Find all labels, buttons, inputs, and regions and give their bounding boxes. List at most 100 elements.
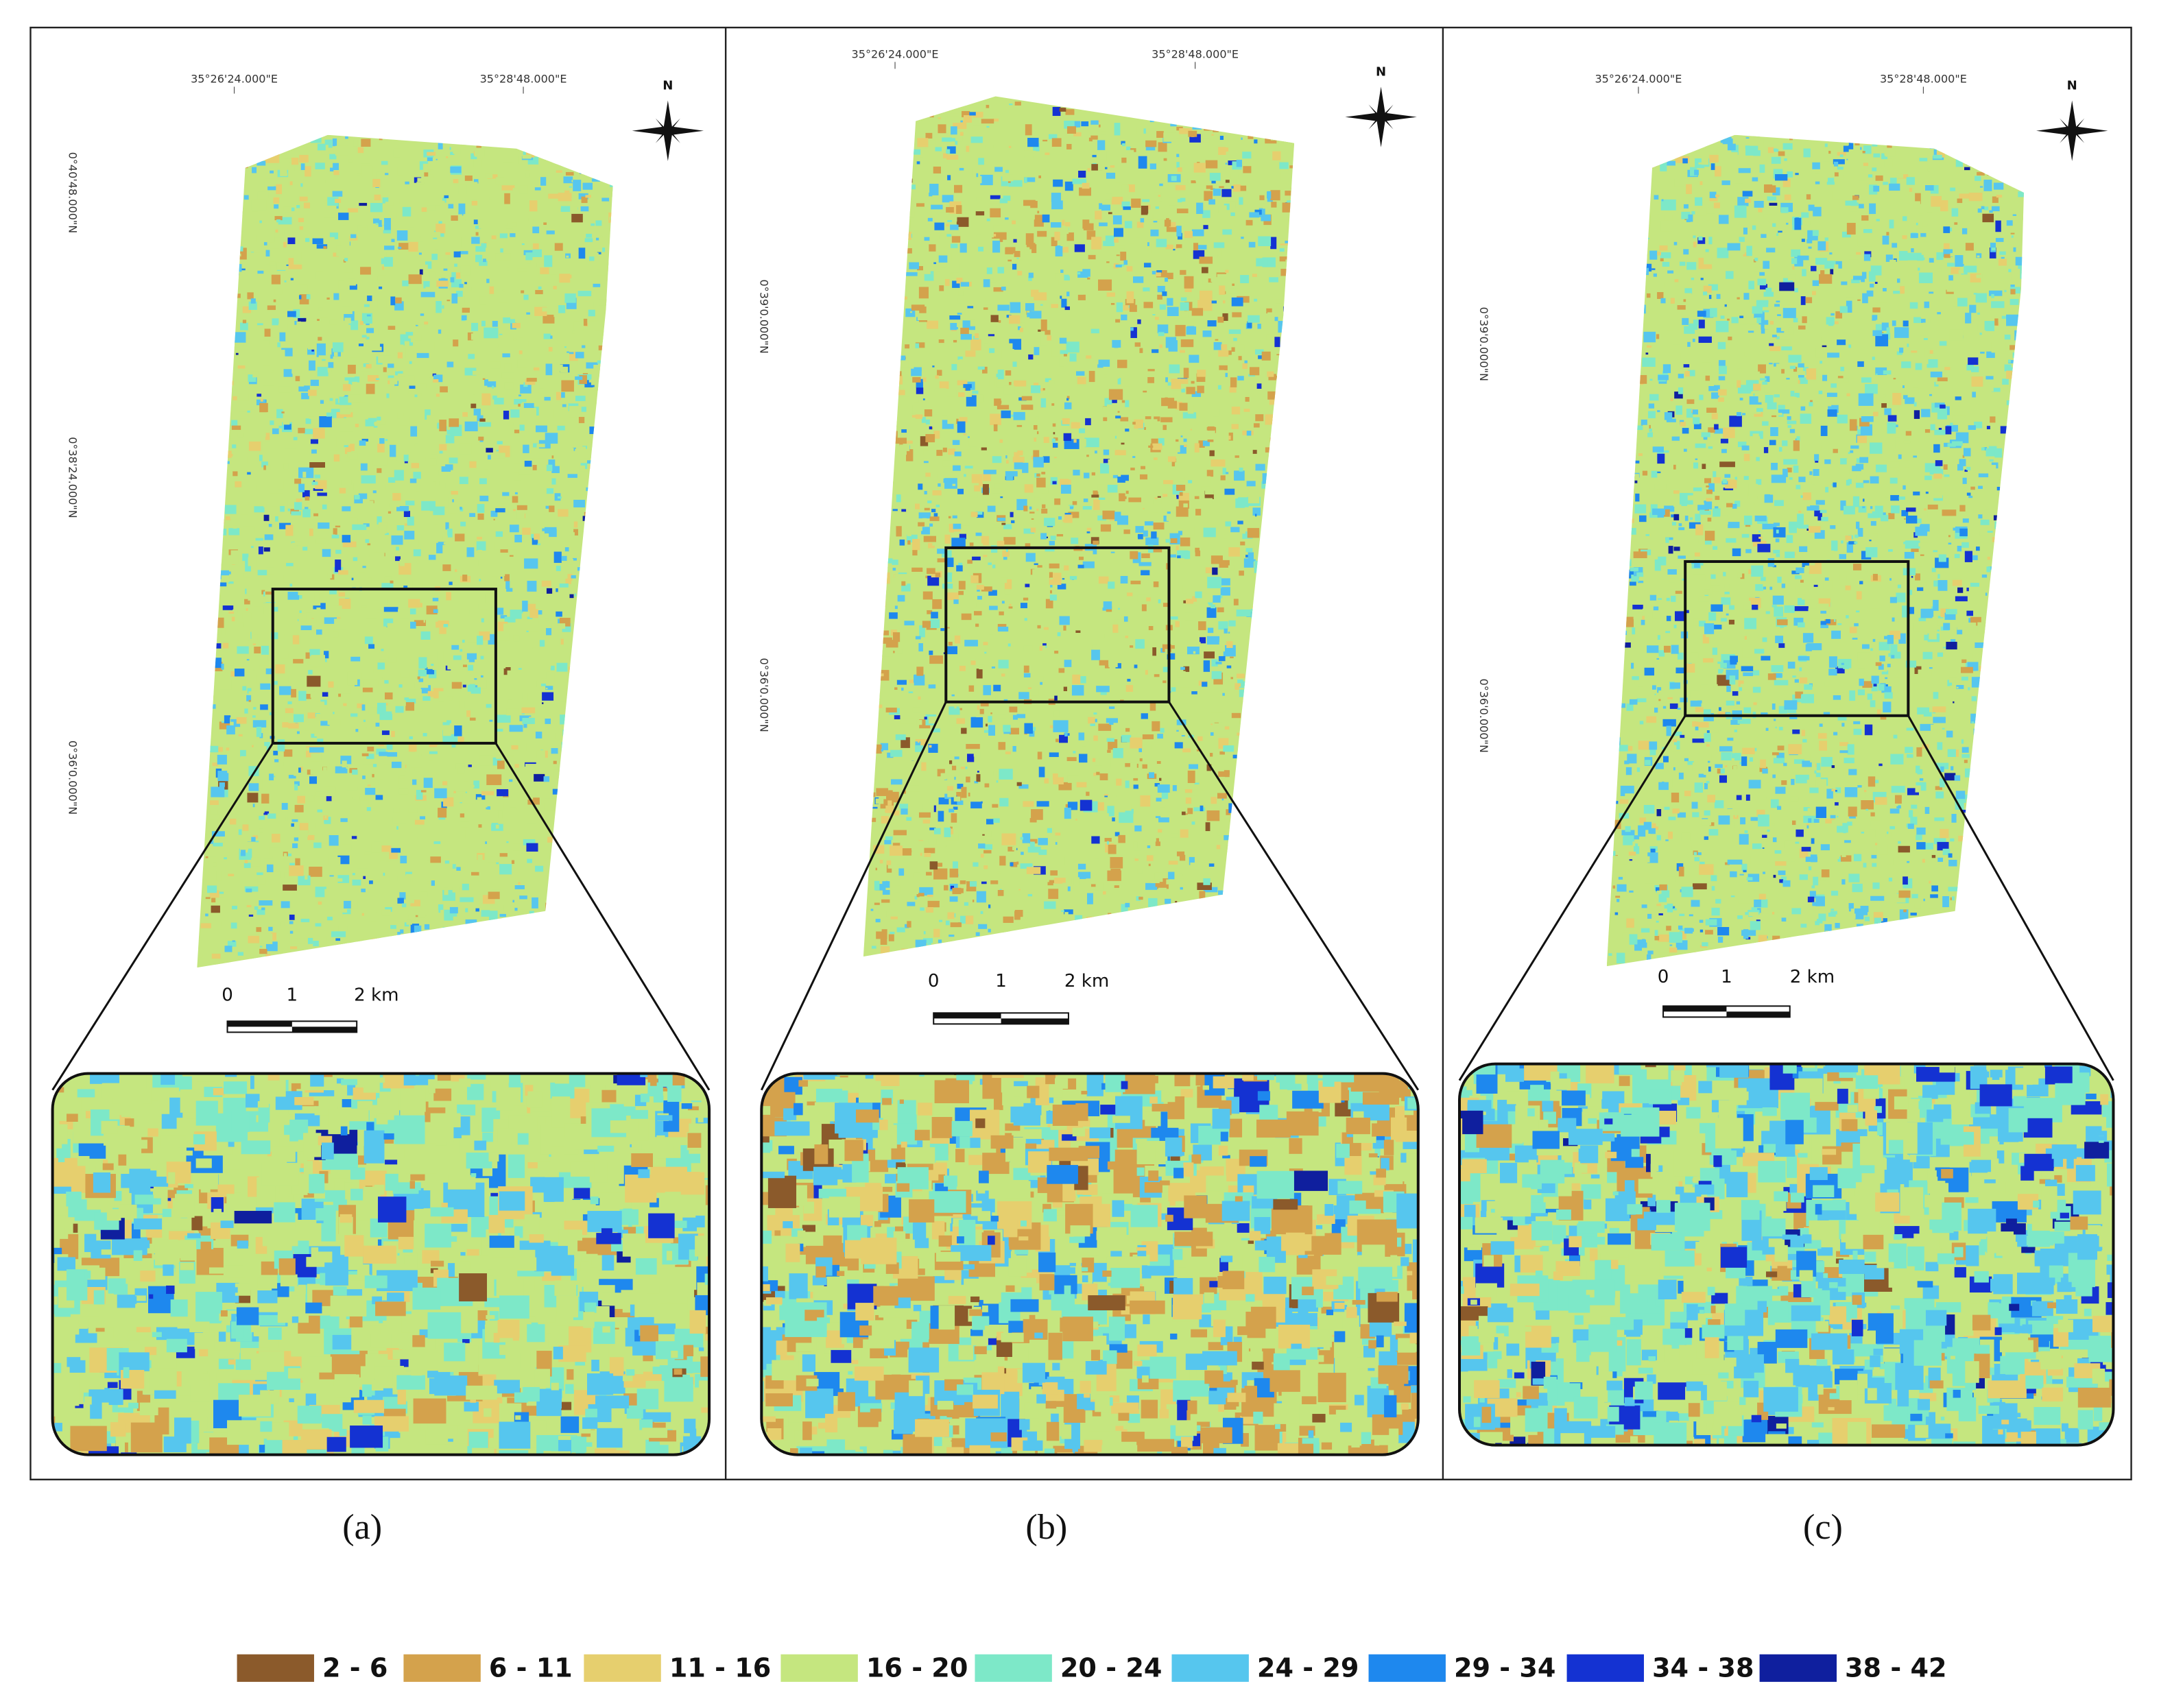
texture-patch <box>256 927 262 933</box>
texture-patch <box>309 747 324 753</box>
texture-patch <box>410 621 416 629</box>
texture-patch <box>279 522 291 529</box>
texture-patch <box>411 964 416 968</box>
texture-patch <box>82 1195 91 1203</box>
texture-patch <box>238 1395 272 1417</box>
texture-patch <box>1101 204 1111 211</box>
texture-patch <box>212 348 223 354</box>
texture-patch <box>532 226 540 234</box>
texture-patch <box>542 307 548 312</box>
texture-patch <box>331 534 339 539</box>
texture-patch <box>211 1197 224 1212</box>
texture-patch <box>228 571 231 575</box>
texture-patch <box>514 534 523 543</box>
texture-patch <box>402 206 411 217</box>
texture-patch <box>1264 689 1267 694</box>
texture-patch <box>495 728 503 732</box>
texture-patch <box>1252 119 1265 128</box>
texture-patch <box>357 703 363 708</box>
texture-patch <box>231 929 240 934</box>
texture-patch <box>918 483 923 490</box>
texture-patch <box>265 433 270 440</box>
texture-patch <box>252 715 256 718</box>
texture-patch <box>358 493 368 499</box>
texture-patch <box>342 506 351 512</box>
texture-patch <box>246 1094 260 1108</box>
texture-patch <box>578 248 586 259</box>
texture-patch <box>929 111 934 118</box>
texture-patch <box>560 206 571 212</box>
texture-patch <box>583 318 588 326</box>
texture-patch <box>479 495 489 502</box>
texture-patch <box>382 266 385 270</box>
texture-patch <box>611 181 613 184</box>
texture-patch <box>436 480 440 486</box>
texture-patch <box>500 546 508 553</box>
texture-patch <box>927 320 939 329</box>
zoom-connector <box>494 743 711 1091</box>
texture-patch <box>493 518 495 520</box>
texture-patch <box>439 444 447 451</box>
texture-patch <box>346 408 353 413</box>
texture-patch <box>434 342 440 350</box>
texture-patch <box>403 511 411 518</box>
texture-patch <box>593 283 601 287</box>
texture-patch <box>575 717 580 722</box>
texture-patch <box>978 924 988 929</box>
texture-patch <box>339 406 351 415</box>
texture-patch <box>270 1393 279 1404</box>
texture-patch <box>1282 650 1285 654</box>
texture-patch <box>1289 165 1295 169</box>
texture-patch <box>385 950 390 956</box>
texture-patch <box>881 301 893 311</box>
texture-patch <box>405 181 409 184</box>
texture-patch <box>1134 342 1141 347</box>
texture-patch <box>1288 98 1295 106</box>
texture-patch <box>593 1321 615 1345</box>
texture-patch <box>378 525 387 534</box>
texture-patch <box>1230 527 1240 533</box>
texture-patch <box>584 852 589 856</box>
texture-patch <box>261 746 267 753</box>
texture-patch <box>303 1192 317 1198</box>
texture-patch <box>496 802 504 811</box>
texture-patch <box>162 1209 171 1217</box>
texture-patch <box>974 485 981 492</box>
texture-patch <box>1018 784 1029 789</box>
texture-patch <box>296 205 300 208</box>
texture-patch <box>946 123 954 134</box>
texture-patch <box>887 378 900 392</box>
texture-patch <box>202 624 209 629</box>
texture-patch <box>334 875 338 884</box>
texture-patch <box>52 1362 62 1376</box>
texture-patch <box>501 498 507 504</box>
texture-patch <box>438 620 449 626</box>
texture-patch <box>597 885 601 892</box>
texture-patch <box>997 518 1005 521</box>
texture-patch <box>881 445 889 457</box>
texture-patch <box>253 668 255 671</box>
texture-patch <box>381 583 394 590</box>
texture-patch <box>204 259 209 262</box>
texture-patch <box>222 148 228 152</box>
texture-patch <box>1289 942 1295 946</box>
texture-patch <box>462 666 468 670</box>
texture-patch <box>610 419 613 427</box>
texture-patch <box>328 681 334 688</box>
texture-patch <box>233 332 246 343</box>
texture-patch <box>438 536 443 540</box>
texture-patch <box>313 513 319 516</box>
texture-patch <box>957 421 966 433</box>
texture-patch <box>970 660 976 665</box>
texture-patch <box>580 1061 586 1066</box>
texture-patch <box>345 136 348 139</box>
texture-patch <box>664 1377 693 1402</box>
texture-patch <box>416 182 425 185</box>
texture-patch <box>344 448 352 455</box>
texture-patch <box>560 366 569 373</box>
texture-patch <box>437 149 441 152</box>
texture-patch <box>1054 651 1059 654</box>
texture-patch <box>219 1313 232 1321</box>
texture-patch <box>344 377 357 385</box>
texture-patch <box>261 811 270 815</box>
